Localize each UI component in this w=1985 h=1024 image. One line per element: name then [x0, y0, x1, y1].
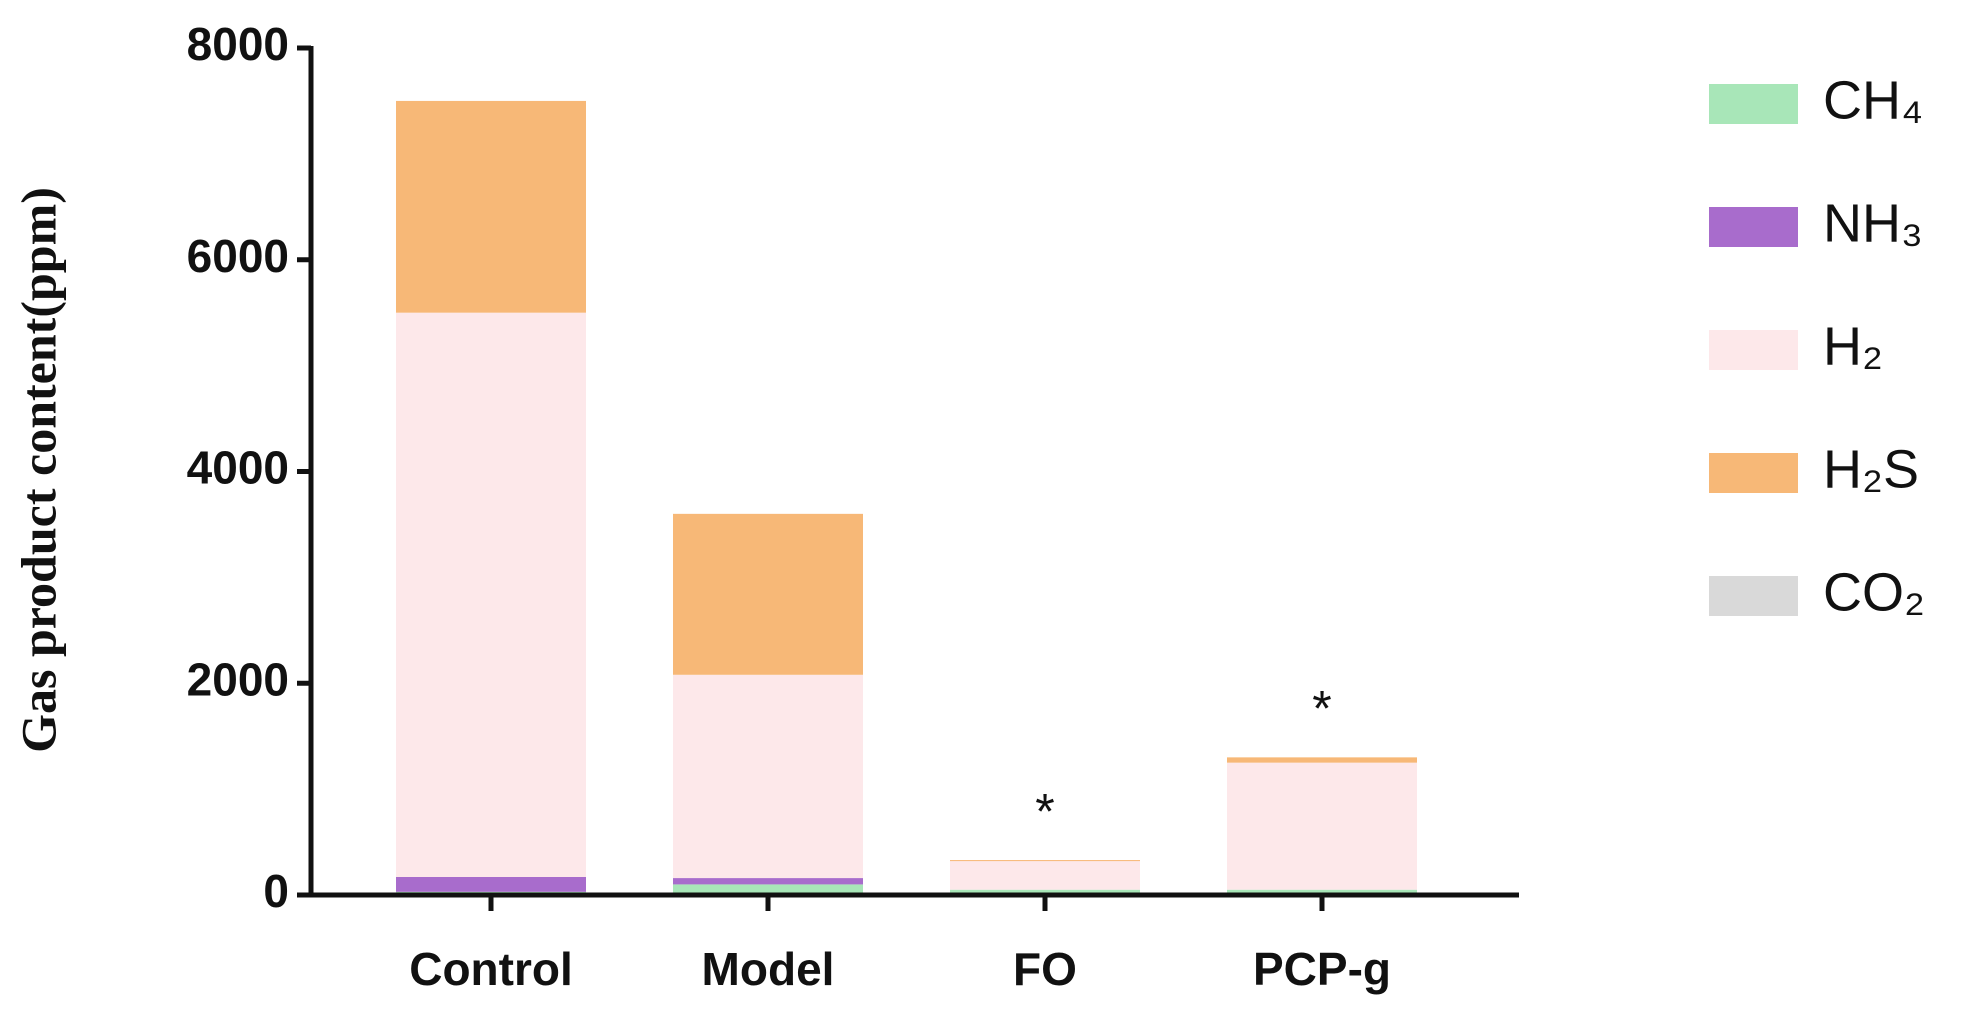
y-tick-label: 6000 — [187, 230, 289, 282]
bar-segment — [396, 877, 586, 892]
x-tick-label: Model — [702, 943, 835, 995]
y-tick-label: 4000 — [187, 442, 289, 494]
bar-segment — [673, 513, 863, 675]
bar-segment — [673, 884, 863, 895]
bar-segment — [950, 861, 1140, 890]
y-tick-label: 8000 — [187, 18, 289, 70]
legend-label: CO₂ — [1823, 562, 1925, 622]
y-tick-label: 0 — [263, 865, 289, 917]
annotation: * — [1312, 681, 1331, 737]
legend-label: H₂S — [1823, 439, 1919, 499]
bar-segment — [1227, 889, 1417, 895]
x-tick-label: PCP-g — [1253, 943, 1391, 995]
bar-segment — [950, 860, 1140, 862]
bar-segment — [396, 100, 586, 313]
bar-segment — [1227, 757, 1417, 763]
legend-swatch — [1709, 207, 1798, 247]
legend-label: CH₄ — [1823, 70, 1923, 130]
bar-segment — [673, 878, 863, 885]
bar-segment — [396, 312, 586, 878]
x-tick-label: FO — [1013, 943, 1077, 995]
legend-label: H₂ — [1823, 316, 1883, 376]
bar-segment — [673, 674, 863, 879]
legend-label: NH₃ — [1823, 193, 1923, 253]
legend-swatch — [1709, 453, 1798, 493]
bar-segment — [950, 889, 1140, 895]
x-tick-label: Control — [409, 943, 573, 995]
legend-swatch — [1709, 84, 1798, 124]
legend-swatch — [1709, 330, 1798, 370]
y-axis-label: Gas product content(ppm) — [10, 187, 66, 753]
annotation: * — [1035, 783, 1054, 839]
legend-swatch — [1709, 576, 1798, 616]
y-tick-label: 2000 — [187, 653, 289, 705]
bar-segment — [1227, 762, 1417, 890]
